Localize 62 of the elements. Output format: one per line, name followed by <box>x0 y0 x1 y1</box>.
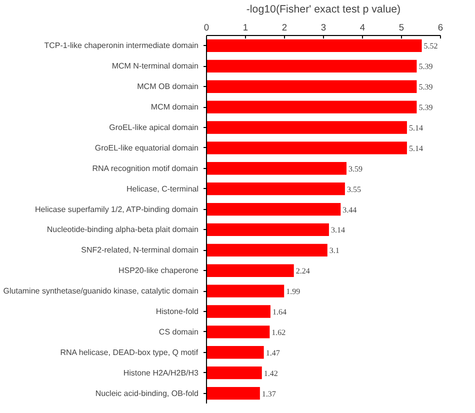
y-tick-label: SNF2-related, N-terminal domain <box>81 246 198 255</box>
bar <box>206 244 328 257</box>
data-label: 3.55 <box>346 184 361 194</box>
data-label: 3.59 <box>348 164 363 174</box>
y-tick-label: GroEL-like apical domain <box>109 123 198 132</box>
y-tick-label: Glutamine synthetase/guanido kinase, catalytic domain <box>3 286 199 296</box>
x-tick-label: 4 <box>360 22 366 32</box>
y-tick-label: RNA helicase, DEAD-box type, Q motif <box>60 348 199 357</box>
data-label: 1.64 <box>272 308 286 316</box>
data-label: 1.62 <box>272 328 286 337</box>
y-tick-label: Nucleotide-binding alpha-beta plait domain <box>46 225 198 234</box>
y-tick-label: Nucleic acid-binding, OB-fold <box>95 388 199 398</box>
bar <box>206 39 422 52</box>
bar <box>206 386 260 400</box>
data-label: 3.14 <box>330 226 345 235</box>
y-tick-label: MCM N-terminal domain <box>112 62 199 71</box>
data-label: 5.39 <box>418 82 433 92</box>
data-label: 3.1 <box>329 246 340 256</box>
x-tick-label: 0 <box>204 22 210 32</box>
x-tick-label: 3 <box>320 22 326 32</box>
bar <box>206 60 417 73</box>
x-tick-label: 2 <box>282 22 288 32</box>
data-label: 5.39 <box>418 103 433 112</box>
y-tick-label: Helicase superfamily 1/2, ATP-binding domain <box>35 204 198 214</box>
x-tick-label: 6 <box>438 22 444 32</box>
data-label: 1.47 <box>266 348 280 358</box>
y-tick-label: MCM domain <box>150 102 199 112</box>
bar <box>206 366 262 380</box>
bar <box>206 346 264 359</box>
bar <box>206 284 284 298</box>
data-label: 1.42 <box>264 368 278 378</box>
y-tick-label: TCP-1-like chaperonin intermediate domain <box>44 41 198 50</box>
bar <box>206 100 417 114</box>
bar <box>206 80 417 93</box>
y-tick-label: Helicase, C-terminal <box>126 184 199 194</box>
data-label: 1.37 <box>262 389 276 398</box>
y-tick-label: RNA recognition motif domain <box>92 164 198 173</box>
y-tick-label: GroEL-like equatorial domain <box>94 143 198 152</box>
y-tick-label: Histone H2A/H2B/H3 <box>123 368 200 378</box>
data-label: 2.24 <box>296 266 310 276</box>
data-label: 5.14 <box>408 144 423 153</box>
bar <box>206 305 270 318</box>
bar <box>206 326 270 338</box>
data-label: 5.39 <box>418 62 433 72</box>
y-tick-label: CS domain <box>158 327 199 336</box>
data-label: 1.99 <box>286 287 300 296</box>
y-tick-label: MCM OB domain <box>137 82 199 92</box>
data-label: 5.14 <box>408 124 423 132</box>
y-tick-label: Histone-fold <box>156 307 198 316</box>
bar <box>206 182 345 196</box>
x-axis-title: -log10(Fisher' exact test p value) <box>246 4 401 16</box>
bar <box>206 223 329 236</box>
bar <box>206 264 294 277</box>
data-label: 3.44 <box>342 205 357 214</box>
y-tick-label: HSP20-like chaperone <box>118 266 200 276</box>
x-tick-label: 5 <box>398 22 404 32</box>
x-tick-label: 1 <box>242 22 248 32</box>
data-label: 5.52 <box>424 42 438 51</box>
bar <box>206 142 407 154</box>
bar <box>206 202 341 216</box>
bar <box>206 162 347 175</box>
bar <box>206 121 407 134</box>
